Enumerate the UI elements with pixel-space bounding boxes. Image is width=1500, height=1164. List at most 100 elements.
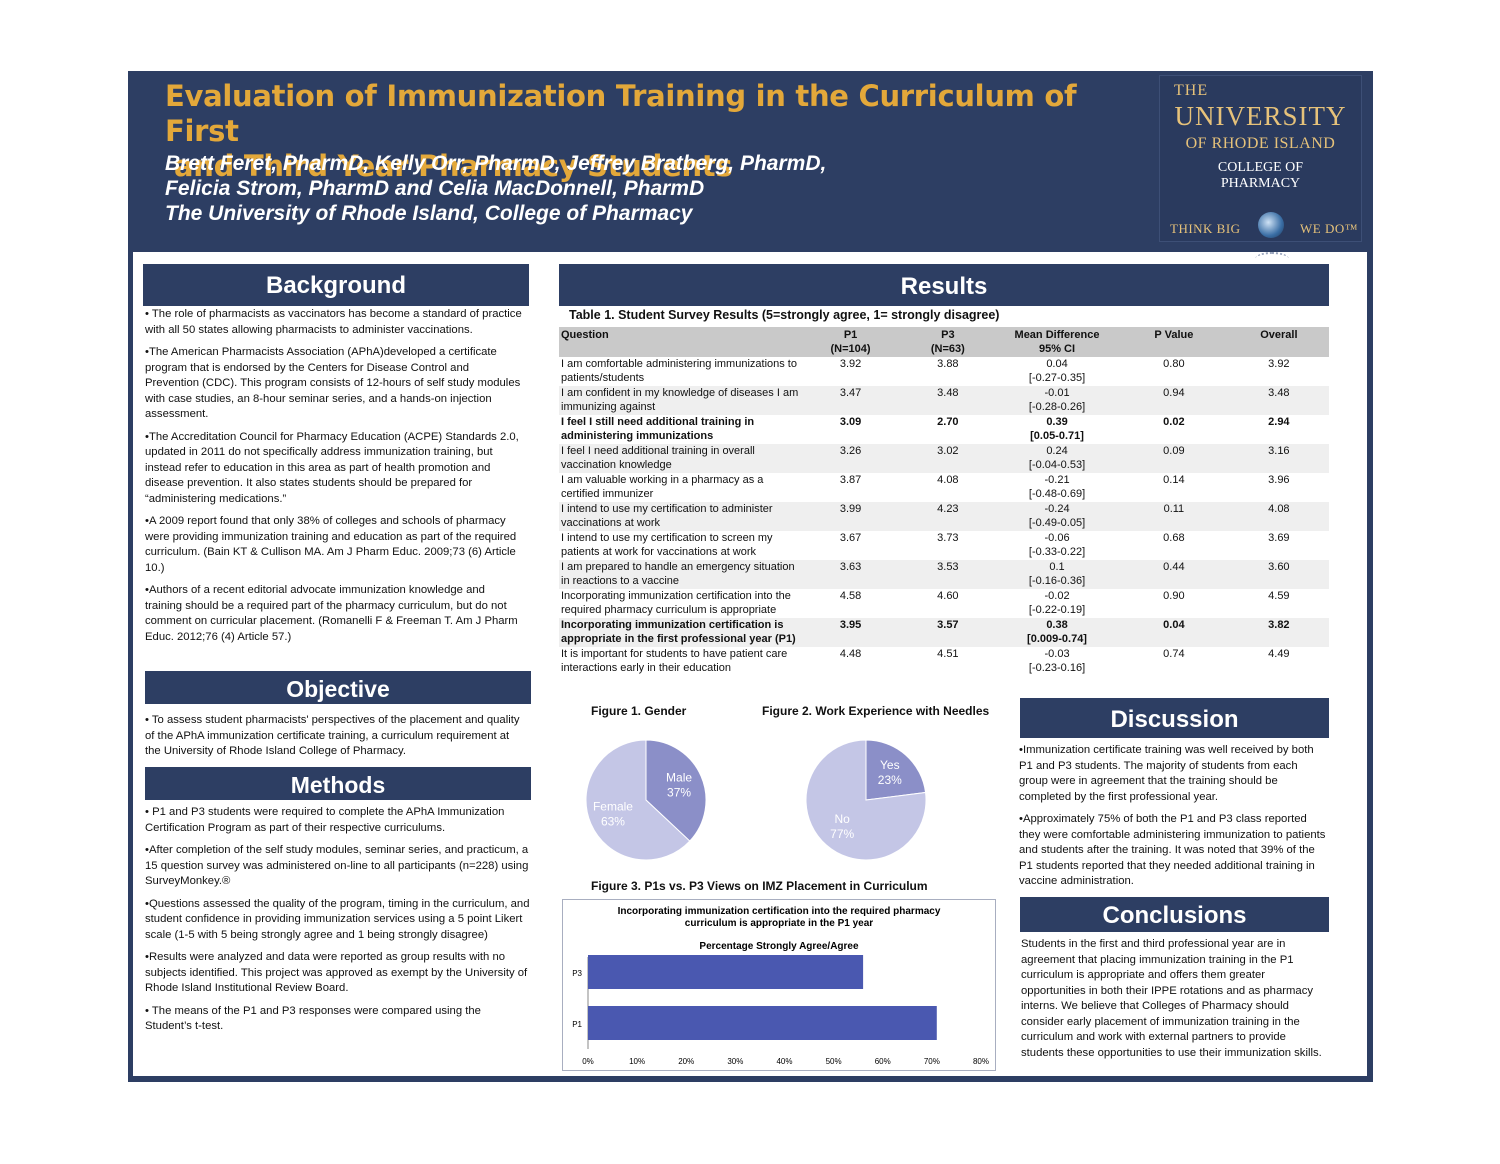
pie-label: 23%	[878, 773, 902, 787]
table-cell-q: I intend to use my certification to scre…	[561, 532, 773, 558]
background-paragraph: • The role of pharmacists as vaccinators…	[145, 308, 522, 336]
table-cell-overall: 2.94	[1268, 416, 1290, 428]
background-paragraph: •A 2009 report found that only 38% of co…	[145, 515, 517, 574]
table-cell-p3: 3.48	[900, 386, 996, 415]
discussion-heading: Discussion	[1020, 698, 1329, 738]
bar-p1	[588, 1006, 937, 1040]
table-row: I intend to use my certification to admi…	[559, 502, 1329, 531]
pie-label: 77%	[830, 827, 854, 841]
table-cell-p: 0.14	[1163, 474, 1185, 486]
methods-paragraph: •After completion of the self study modu…	[145, 844, 529, 887]
x-tick-label: 60%	[875, 1057, 891, 1066]
table-cell-p: 0.68	[1163, 532, 1185, 544]
table-cell-p1: 3.92	[839, 358, 862, 370]
table-cell-q: I intend to use my certification to admi…	[559, 502, 801, 531]
table-cell-p3: 3.57	[900, 618, 996, 647]
table-cell-p1: 3.26	[800, 444, 901, 473]
figure-2-caption: Figure 2. Work Experience with Needles	[762, 704, 990, 718]
table-row: I am prepared to handle an emergency sit…	[559, 560, 1329, 589]
table-cell-overall: 3.60	[1228, 560, 1329, 589]
bar-category-label: P1	[572, 1020, 582, 1029]
table-cell-p: 0.90	[1163, 590, 1185, 602]
table-cell-q: I am valuable working in a pharmacy as a…	[561, 474, 764, 500]
table-cell-overall: 3.48	[1228, 386, 1329, 415]
table-cell-p1: 3.95	[800, 618, 901, 647]
table-cell-p: 0.80	[1163, 358, 1185, 370]
logo-the: THE	[1174, 82, 1209, 99]
table-cell-mean-difference: -0.01 [-0.28-0.26]	[995, 386, 1120, 415]
background-text: • The role of pharmacists as vaccinators…	[145, 307, 525, 652]
table-title: Table 1. Student Survey Results (5=stron…	[569, 308, 1000, 322]
pie-slice-female	[585, 739, 691, 861]
table-row: I feel I need additional training in ove…	[559, 444, 1329, 473]
table-cell-q: I feel I need additional training in ove…	[559, 444, 801, 473]
globe-icon	[1258, 212, 1284, 238]
methods-heading: Methods	[145, 767, 531, 800]
poster-title: Evaluation of Immunization Training in t…	[165, 79, 1155, 184]
table-cell-mean-difference: -0.03 [-0.23-0.16]	[1028, 648, 1086, 674]
table-row: I am comfortable administering immunizat…	[559, 357, 1329, 386]
title-line-2: and Third Year Pharmacy Students	[174, 149, 733, 183]
x-tick-label: 50%	[826, 1057, 842, 1066]
affiliation: The University of Rhode Island, College …	[165, 202, 693, 225]
table-cell-p3: 4.23	[900, 502, 996, 531]
figure-1-caption: Figure 1. Gender	[591, 704, 687, 718]
bar-category-label: P3	[572, 969, 582, 978]
table-cell-q: I feel I still need additional training …	[561, 416, 755, 442]
discussion-paragraph: •Approximately 75% of both the P1 and P3…	[1019, 813, 1326, 887]
table-row: It is important for students to have pat…	[559, 647, 1329, 676]
table-cell-p1: 3.09	[839, 416, 862, 428]
discussion-text: •Immunization certificate training was w…	[1019, 743, 1327, 897]
x-tick-label: 20%	[678, 1057, 694, 1066]
title-line-1: Evaluation of Immunization Training in t…	[165, 79, 1077, 148]
logo-we-do: WE DO™	[1300, 221, 1358, 236]
chart-title: curriculum is appropriate in the P1 year	[685, 918, 874, 929]
table-cell-p: 0.02	[1163, 416, 1185, 428]
objective-paragraph: • To assess student pharmacists' perspec…	[145, 714, 520, 757]
methods-paragraph: • The means of the P1 and P3 responses w…	[145, 1004, 481, 1033]
background-paragraph: •The American Pharmacists Association (A…	[145, 346, 521, 420]
table-cell-mean-difference: -0.02 [-0.22-0.19]	[1028, 590, 1086, 616]
bar-p3	[588, 955, 864, 989]
table-cell-overall: 3.69	[1268, 532, 1290, 544]
pie-slice-male	[645, 739, 707, 842]
pie-slice-yes	[865, 739, 927, 801]
logo-college: COLLEGE OF PHARMACY	[1217, 160, 1304, 191]
table-cell-overall: 3.82	[1228, 618, 1329, 647]
table-cell-overall: 3.16	[1228, 444, 1329, 473]
table-cell-p: 0.74	[1163, 648, 1185, 660]
conclusions-paragraph: Students in the first and third professi…	[1021, 938, 1322, 1059]
pie-label: Female	[593, 799, 633, 813]
table-row: Incorporating immunization certification…	[559, 618, 1329, 647]
table-cell-p: 0.09	[1119, 444, 1229, 473]
table-cell-p1: 4.58	[839, 590, 862, 602]
pie-slice-no	[805, 739, 927, 861]
table-cell-q: I am comfortable administering immunizat…	[561, 358, 797, 384]
table-cell-overall: 3.92	[1268, 358, 1290, 370]
x-tick-label: 70%	[924, 1057, 940, 1066]
results-heading: Results	[559, 264, 1329, 306]
authors-line-2: Felicia Strom, PharmD and Celia MacDonne…	[165, 177, 705, 200]
authors-line-1: Brett Feret, PharmD, Kelly Orr, PharmD, …	[165, 152, 827, 175]
table-row: I feel I still need additional training …	[559, 415, 1329, 444]
x-tick-label: 0%	[582, 1057, 594, 1066]
table-column-header: Overall	[1228, 327, 1329, 357]
table-column-header: P3 (N=63)	[900, 327, 996, 357]
table-cell-overall: 3.96	[1268, 474, 1290, 486]
logo-think-big: THINK BIG	[1170, 221, 1241, 236]
results-table: Question P1 (N=104) P3 (N=63) Mean Difference…	[559, 327, 1329, 676]
conclusions-text: Students in the first and third professi…	[1021, 937, 1327, 1068]
table-cell-p3: 4.51	[937, 648, 959, 660]
table-cell-p3: 4.08	[937, 474, 959, 486]
table-cell-mean-difference: 0.38 [0.009-0.74]	[995, 618, 1120, 647]
background-heading: Background	[143, 264, 529, 306]
university-logo: THE UNIVERSITY OF RHODE ISLAND COLLEGE O…	[1159, 75, 1362, 242]
objective-text: • To assess student pharmacists' perspec…	[145, 713, 525, 767]
table-cell-overall: 4.08	[1228, 502, 1329, 531]
table-row: Incorporating immunization certification…	[559, 589, 1329, 618]
table-cell-overall: 4.49	[1268, 648, 1290, 660]
logo-of-rhode-island: OF RHODE ISLAND	[1185, 135, 1336, 152]
table-cell-q: I am confident in my knowledge of diseas…	[559, 386, 801, 415]
pie-label: 63%	[601, 814, 625, 828]
objective-heading: Objective	[145, 671, 531, 704]
